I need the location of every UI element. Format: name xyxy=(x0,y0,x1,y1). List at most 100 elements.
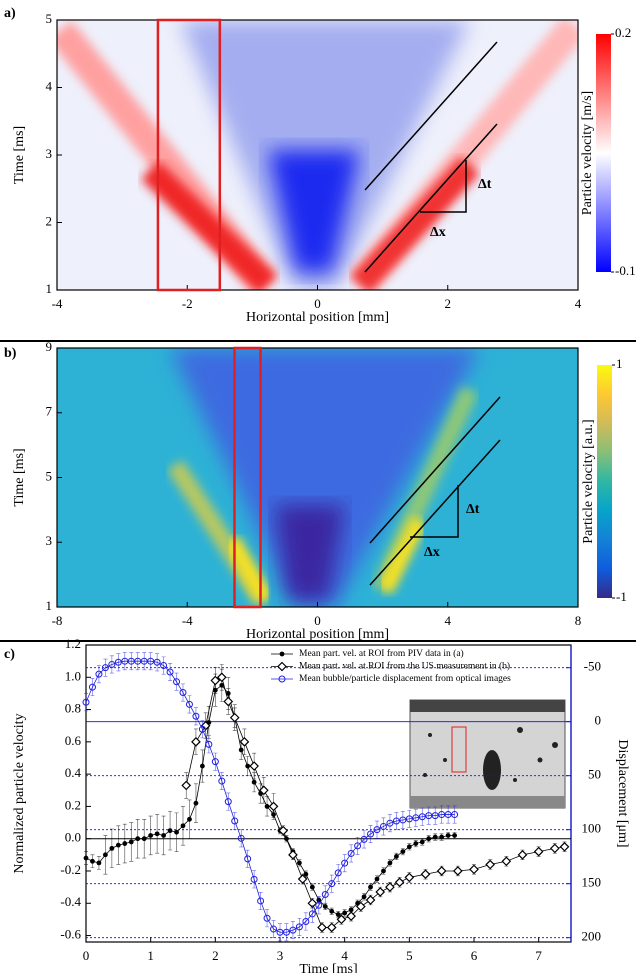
x-tick-label: -8 xyxy=(52,613,63,628)
marker xyxy=(224,798,232,806)
error-bar xyxy=(245,849,250,868)
field-blob xyxy=(275,505,345,600)
y2-axis-label: Displacement [μm] xyxy=(615,739,630,847)
inset-band xyxy=(410,796,565,808)
colorbar-label: Particle velocity [a.u.] xyxy=(581,419,596,543)
error-bar xyxy=(342,854,347,873)
marker xyxy=(114,658,122,666)
guide-line xyxy=(369,439,501,586)
error-bar xyxy=(181,683,185,702)
marker xyxy=(394,854,399,859)
marker xyxy=(101,664,109,672)
field-arm xyxy=(377,516,428,594)
y2-tick-label: -50 xyxy=(584,659,601,674)
x-tick-label: 7 xyxy=(535,948,542,963)
y-tick-label: 7 xyxy=(46,404,53,419)
marker xyxy=(218,777,226,785)
y-tick-label: -0.2 xyxy=(60,862,81,877)
error-bar xyxy=(116,653,121,672)
inset-roi xyxy=(451,726,467,773)
x-axis-label: Horizontal position [mm] xyxy=(246,310,389,325)
legend-label: Mean part. vel. at ROI from the US measu… xyxy=(299,661,510,672)
error-bar xyxy=(109,655,114,674)
marker xyxy=(452,866,463,876)
error-bar xyxy=(349,844,354,863)
error-bar xyxy=(323,885,328,904)
marker xyxy=(368,884,373,890)
error-bar xyxy=(135,652,140,671)
marker xyxy=(193,800,199,806)
x-tick-label: 2 xyxy=(445,296,452,311)
marker xyxy=(559,841,570,852)
y-tick-label: 2 xyxy=(46,213,53,228)
error-bar xyxy=(174,672,179,691)
marker xyxy=(348,907,354,913)
guide-line xyxy=(364,123,498,273)
error-bar xyxy=(439,805,444,824)
error-bar xyxy=(84,693,88,712)
y2-tick-label: 150 xyxy=(582,875,602,890)
error-bar xyxy=(193,707,198,726)
x-tick-label: 0 xyxy=(314,613,321,628)
marker xyxy=(198,725,206,733)
inset-dot xyxy=(537,757,543,763)
marker xyxy=(400,849,406,855)
error-bar xyxy=(303,912,308,931)
x-tick-label: -4 xyxy=(182,613,193,628)
error-bar xyxy=(161,656,166,675)
x-tick-label: 4 xyxy=(445,613,452,628)
marker xyxy=(200,763,205,769)
marker xyxy=(270,925,278,933)
field-blob xyxy=(170,348,480,607)
marker xyxy=(258,785,269,796)
y-axis-label: Time [ms] xyxy=(12,126,27,184)
series-line xyxy=(85,684,455,915)
guide-line xyxy=(364,41,498,191)
marker xyxy=(205,740,213,748)
marker xyxy=(154,831,160,837)
marker xyxy=(406,844,412,850)
error-bar xyxy=(219,772,224,791)
error-bar xyxy=(96,665,101,684)
y-tick-label: -0.4 xyxy=(60,894,81,909)
error-bar xyxy=(387,814,392,833)
error-bar xyxy=(284,923,289,942)
marker xyxy=(399,816,407,824)
panel-label: a) xyxy=(4,6,16,21)
marker xyxy=(148,833,154,838)
marker xyxy=(181,780,192,791)
annotation: Δx xyxy=(430,225,446,240)
error-bar xyxy=(122,652,127,671)
error-bar xyxy=(90,678,95,697)
marker xyxy=(387,860,393,866)
error-bar xyxy=(316,896,321,915)
marker xyxy=(386,819,394,827)
guide-triangle xyxy=(420,160,467,213)
y-tick-label: 1.2 xyxy=(65,636,81,651)
y-tick-label: 4 xyxy=(46,78,53,93)
field-blob xyxy=(268,150,360,272)
marker xyxy=(185,700,193,708)
marker xyxy=(342,910,348,916)
marker xyxy=(394,877,405,888)
inset-photo xyxy=(409,699,566,809)
inset-blob xyxy=(483,750,501,790)
marker xyxy=(297,860,302,866)
marker xyxy=(278,825,289,836)
y-tick-label: 1.0 xyxy=(65,668,81,683)
marker xyxy=(336,914,347,925)
marker xyxy=(288,849,298,860)
marker xyxy=(420,869,431,880)
marker xyxy=(405,815,413,823)
marker xyxy=(279,651,285,657)
marker xyxy=(282,928,290,936)
panel-label: b) xyxy=(4,346,17,361)
marker xyxy=(452,833,457,838)
y-tick-label: -0.6 xyxy=(60,927,81,942)
error-bar xyxy=(142,652,147,671)
marker xyxy=(445,833,451,838)
marker xyxy=(375,887,386,897)
error-bar xyxy=(413,808,418,827)
y2-tick-label: 200 xyxy=(582,929,602,944)
marker xyxy=(90,858,95,864)
